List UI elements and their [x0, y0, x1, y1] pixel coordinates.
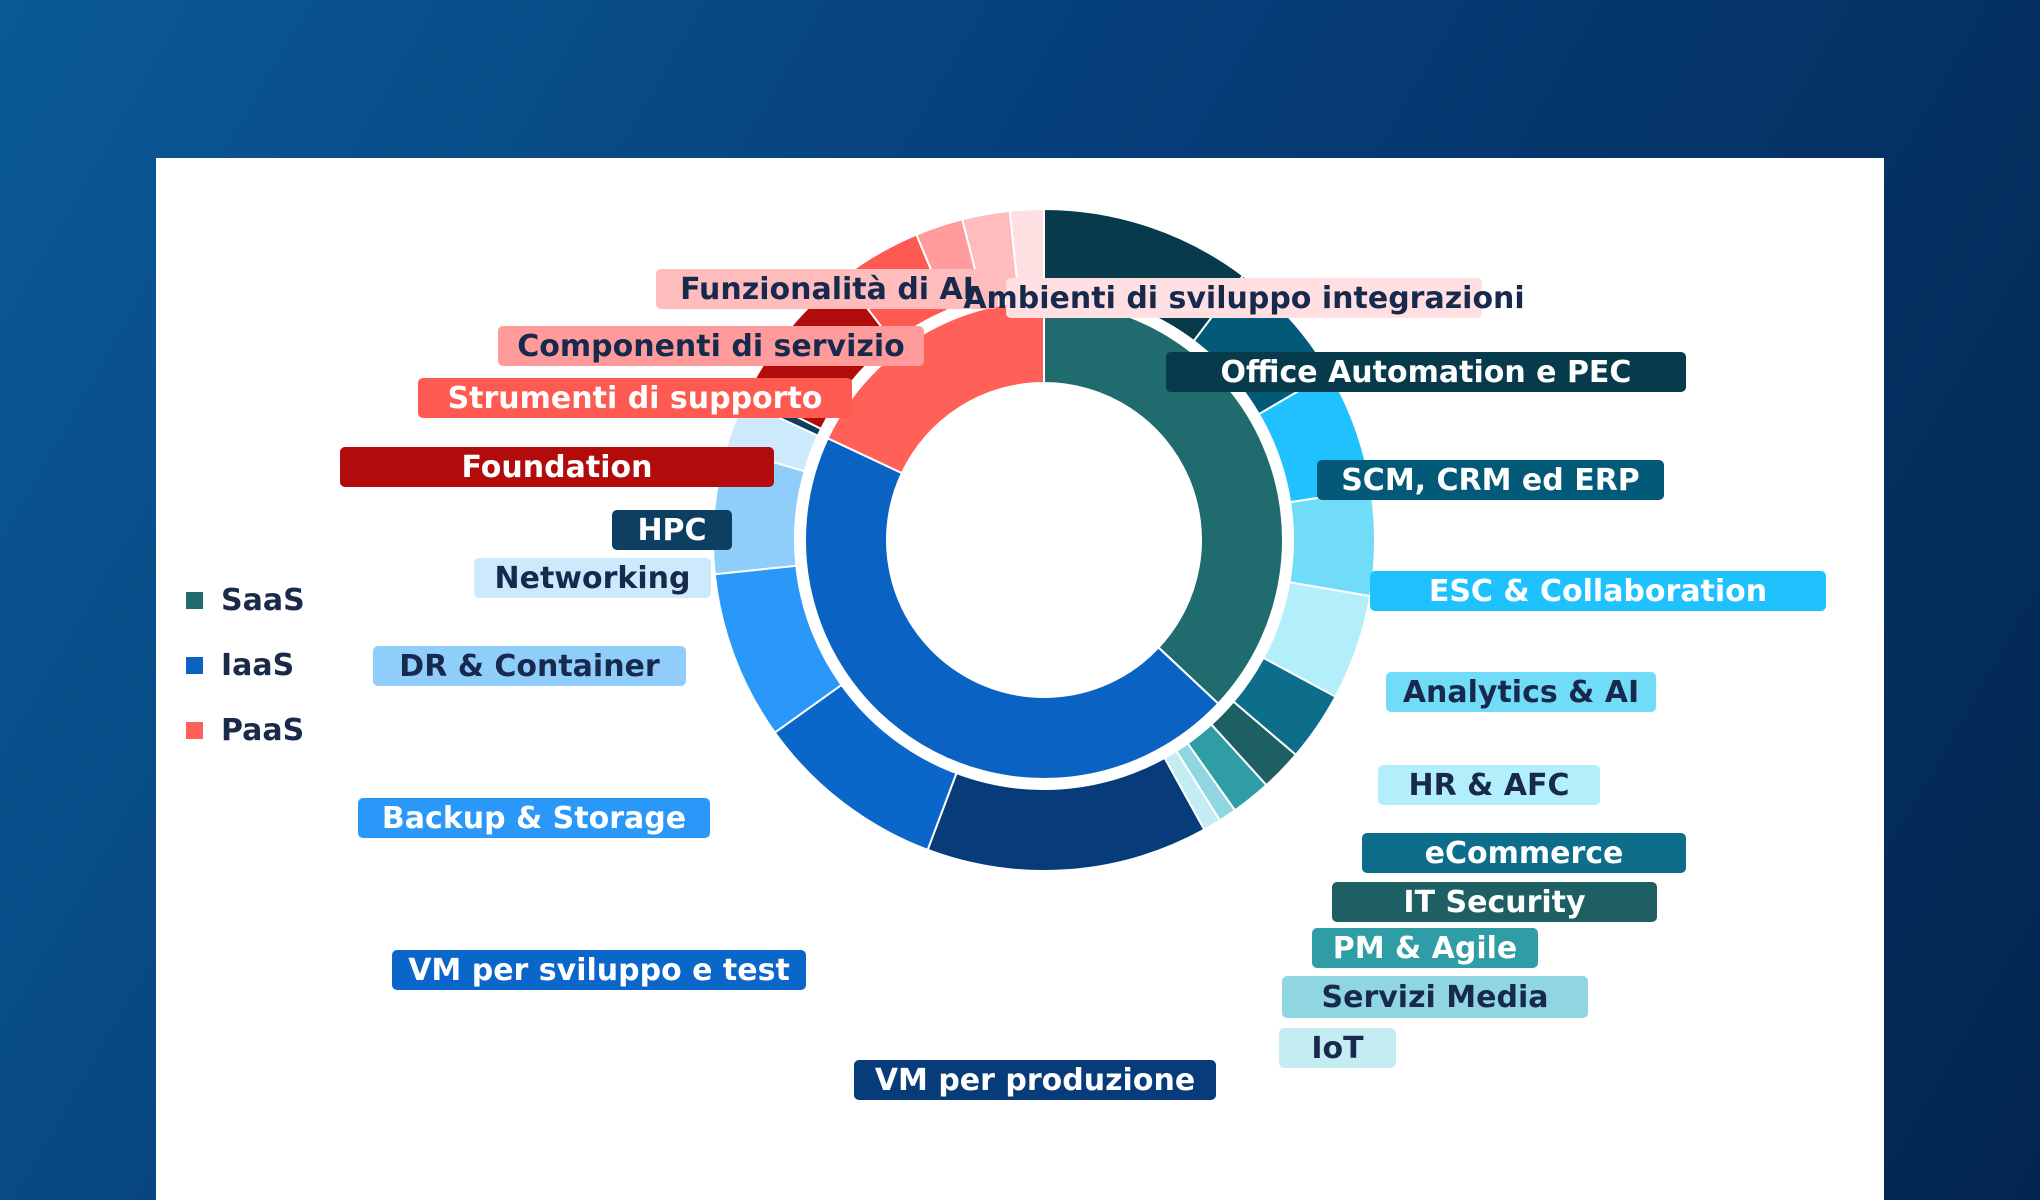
- legend-swatch: [186, 722, 203, 739]
- legend-swatch: [186, 657, 203, 674]
- label-funzionalita-ai: Funzionalità di AI: [656, 269, 998, 309]
- legend-item-paas: PaaS: [186, 713, 304, 748]
- label-dr-container: DR & Container: [373, 646, 686, 686]
- label-ambienti-sviluppo: Ambienti di sviluppo integrazioni: [963, 278, 1525, 318]
- label-foundation: Foundation: [340, 447, 774, 487]
- label-scm-crm-erp: SCM, CRM ed ERP: [1317, 460, 1664, 500]
- label-backup-storage: Backup & Storage: [358, 798, 710, 838]
- legend-label: IaaS: [221, 648, 295, 683]
- label-office-automation: Office Automation e PEC: [1166, 352, 1686, 392]
- legend-label: PaaS: [221, 713, 305, 748]
- legend-item-saas: SaaS: [186, 583, 305, 618]
- legend-label: SaaS: [221, 583, 305, 618]
- label-hr-afc: HR & AFC: [1378, 765, 1600, 805]
- label-vm-sviluppo-test: VM per sviluppo e test: [392, 950, 806, 990]
- label-pm-agile: PM & Agile: [1312, 928, 1538, 968]
- label-ecommerce: eCommerce: [1362, 833, 1686, 873]
- label-strumenti-supporto: Strumenti di supporto: [418, 378, 852, 418]
- label-esc-collaboration: ESC & Collaboration: [1370, 571, 1826, 611]
- label-analytics-ai: Analytics & AI: [1386, 672, 1656, 712]
- label-vm-produzione: VM per produzione: [854, 1060, 1216, 1100]
- legend-item-iaas: IaaS: [186, 648, 294, 683]
- outer-segment-analytics-ai: [1288, 488, 1376, 598]
- inner-segment-iaas: [804, 436, 1220, 780]
- label-servizi-media: Servizi Media: [1282, 976, 1588, 1018]
- label-it-security: IT Security: [1332, 882, 1657, 922]
- label-componenti-servizio: Componenti di servizio: [498, 326, 924, 366]
- legend-swatch: [186, 592, 203, 609]
- label-iot: IoT: [1279, 1028, 1396, 1068]
- label-hpc: HPC: [612, 510, 732, 550]
- label-networking: Networking: [474, 558, 711, 598]
- chart-card: SaaS IaaS PaaS Office Automation e PEC S…: [156, 158, 1884, 1200]
